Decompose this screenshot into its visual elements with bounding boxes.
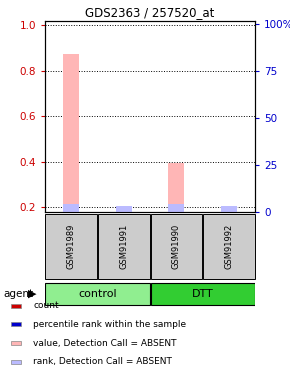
Text: GSM91989: GSM91989 bbox=[67, 224, 76, 269]
Text: percentile rank within the sample: percentile rank within the sample bbox=[33, 320, 187, 329]
Bar bbox=[46, 282, 150, 306]
Bar bbox=[151, 214, 202, 279]
Bar bbox=[11, 322, 21, 326]
Bar bbox=[63, 204, 79, 212]
Text: GSM91992: GSM91992 bbox=[224, 224, 233, 269]
Text: value, Detection Call = ABSENT: value, Detection Call = ABSENT bbox=[33, 339, 177, 348]
Bar bbox=[11, 360, 21, 364]
Text: GSM91990: GSM91990 bbox=[172, 224, 181, 269]
Text: GSM91991: GSM91991 bbox=[119, 224, 128, 269]
Title: GDS2363 / 257520_at: GDS2363 / 257520_at bbox=[85, 6, 215, 20]
Text: agent: agent bbox=[3, 289, 33, 299]
Text: count: count bbox=[33, 301, 59, 310]
Bar bbox=[221, 206, 237, 212]
Text: control: control bbox=[78, 289, 117, 299]
Bar bbox=[63, 54, 79, 212]
Bar bbox=[11, 341, 21, 345]
Bar bbox=[203, 214, 255, 279]
Bar bbox=[11, 304, 21, 307]
Bar bbox=[46, 214, 97, 279]
Text: rank, Detection Call = ABSENT: rank, Detection Call = ABSENT bbox=[33, 357, 172, 366]
Bar bbox=[151, 282, 255, 306]
Bar bbox=[168, 163, 184, 212]
Text: ▶: ▶ bbox=[28, 289, 36, 299]
Text: DTT: DTT bbox=[192, 289, 213, 299]
Bar bbox=[98, 214, 150, 279]
Bar bbox=[168, 204, 184, 212]
Bar bbox=[116, 206, 132, 212]
